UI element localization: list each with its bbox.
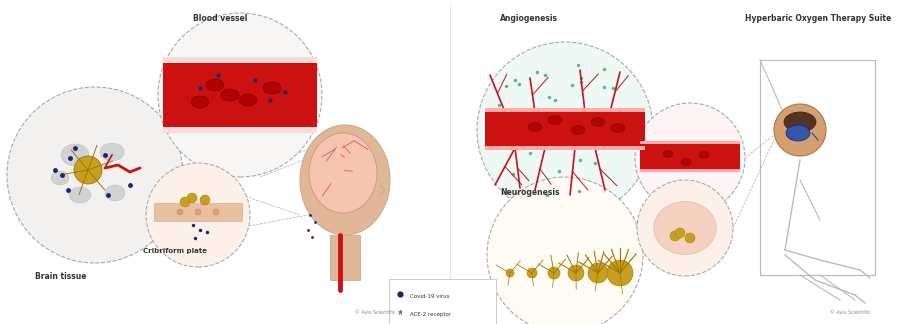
- Circle shape: [195, 209, 201, 215]
- Circle shape: [685, 233, 695, 243]
- Ellipse shape: [51, 171, 69, 185]
- Circle shape: [568, 265, 584, 281]
- Text: Neurogenesis: Neurogenesis: [500, 188, 560, 197]
- Circle shape: [637, 180, 733, 276]
- Ellipse shape: [611, 123, 625, 133]
- FancyBboxPatch shape: [389, 279, 496, 324]
- Circle shape: [670, 231, 680, 241]
- Circle shape: [506, 269, 514, 277]
- Bar: [163, 63, 317, 127]
- Circle shape: [146, 163, 250, 267]
- Bar: [640, 143, 740, 171]
- Ellipse shape: [239, 94, 257, 106]
- Circle shape: [588, 263, 608, 283]
- Bar: [163, 57, 317, 63]
- Ellipse shape: [221, 89, 239, 101]
- Bar: [485, 146, 645, 150]
- Circle shape: [607, 260, 633, 286]
- Ellipse shape: [571, 125, 585, 134]
- Circle shape: [774, 104, 826, 156]
- Circle shape: [7, 87, 183, 263]
- Text: Hyperbaric Oxygen Therapy Suite: Hyperbaric Oxygen Therapy Suite: [745, 14, 891, 23]
- Circle shape: [487, 177, 643, 324]
- Circle shape: [477, 42, 653, 218]
- Text: Brain tissue: Brain tissue: [35, 272, 86, 281]
- Circle shape: [527, 268, 537, 278]
- Circle shape: [74, 156, 102, 184]
- Circle shape: [213, 209, 219, 215]
- Ellipse shape: [548, 115, 562, 124]
- Ellipse shape: [191, 96, 209, 108]
- Ellipse shape: [206, 79, 224, 91]
- Ellipse shape: [82, 168, 98, 182]
- Circle shape: [187, 193, 197, 203]
- Circle shape: [177, 209, 183, 215]
- Ellipse shape: [528, 122, 542, 132]
- Bar: [640, 169, 740, 172]
- Bar: [330, 235, 360, 280]
- Text: © Aviv Scientific: © Aviv Scientific: [355, 310, 395, 315]
- Ellipse shape: [300, 125, 390, 235]
- Bar: [485, 108, 645, 112]
- Bar: [640, 141, 740, 144]
- Text: Angiogenesis: Angiogenesis: [500, 14, 558, 23]
- Circle shape: [158, 13, 322, 177]
- Bar: [485, 110, 645, 148]
- Text: Covid-19 virus: Covid-19 virus: [410, 294, 449, 299]
- Ellipse shape: [105, 185, 125, 201]
- Ellipse shape: [699, 152, 709, 158]
- Bar: [154, 203, 242, 221]
- Circle shape: [635, 103, 745, 213]
- Ellipse shape: [69, 187, 91, 203]
- Circle shape: [548, 267, 560, 279]
- Ellipse shape: [263, 82, 281, 94]
- Circle shape: [675, 228, 685, 238]
- Ellipse shape: [309, 133, 377, 213]
- Ellipse shape: [653, 202, 716, 254]
- Ellipse shape: [663, 151, 673, 157]
- Circle shape: [200, 195, 210, 205]
- Text: Cribriform plate: Cribriform plate: [143, 248, 207, 254]
- Text: ACE-2 receptor: ACE-2 receptor: [410, 312, 451, 317]
- Ellipse shape: [61, 144, 89, 166]
- Ellipse shape: [784, 112, 816, 132]
- Ellipse shape: [100, 143, 124, 161]
- Text: © Aviv Scientific: © Aviv Scientific: [830, 310, 870, 315]
- Text: Blood vessel: Blood vessel: [193, 14, 248, 23]
- Ellipse shape: [786, 125, 810, 141]
- Ellipse shape: [591, 118, 605, 126]
- Circle shape: [180, 197, 190, 207]
- Ellipse shape: [681, 158, 691, 166]
- Bar: [163, 127, 317, 133]
